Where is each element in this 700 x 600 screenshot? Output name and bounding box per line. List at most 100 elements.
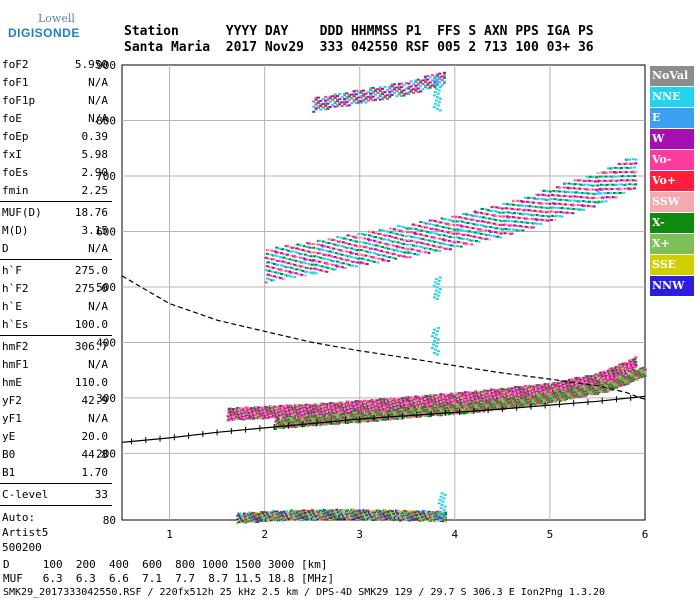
es-echo — [297, 514, 301, 516]
third-hop-echo — [426, 83, 430, 86]
multihop-echo — [421, 225, 425, 228]
o-trace-echo — [621, 365, 625, 368]
o-trace-echo — [348, 405, 352, 408]
multihop-echo — [592, 184, 596, 187]
o-trace-echo — [426, 395, 430, 398]
multihop-echo — [549, 219, 553, 221]
o-trace-echo — [392, 397, 396, 400]
es-echo — [295, 511, 299, 514]
third-hop-echo — [378, 98, 382, 101]
multihop-echo — [508, 228, 512, 231]
o-trace-echo — [304, 408, 308, 411]
multihop-echo — [332, 247, 336, 250]
x-trace-echo — [460, 406, 464, 408]
multihop-echo — [453, 232, 457, 235]
param-row: B1 1.70 — [2, 464, 108, 481]
es-echo — [289, 517, 293, 519]
o-trace-echo — [378, 399, 382, 402]
x-trace-echo — [389, 417, 393, 420]
multihop-echo — [527, 196, 531, 199]
o-trace-echo — [459, 398, 462, 401]
multihop-echo — [431, 240, 434, 243]
third-hop-echo — [428, 86, 432, 89]
x-trace-echo — [293, 420, 297, 423]
third-hop-echo — [390, 88, 394, 91]
x-trace-echo — [581, 391, 585, 394]
third-hop-echo — [397, 84, 401, 87]
multihop-echo — [286, 266, 289, 268]
multihop-echo — [364, 254, 368, 257]
multihop-echo — [351, 264, 355, 267]
third-hop-echo — [428, 76, 432, 79]
multihop-echo — [516, 212, 520, 215]
es-echo — [287, 511, 291, 514]
multihop-echo — [540, 206, 544, 209]
multihop-echo — [295, 268, 299, 271]
multihop-echo — [464, 229, 468, 232]
o-trace-echo — [255, 409, 259, 412]
multihop-echo — [332, 259, 336, 262]
o-trace-echo — [239, 418, 243, 421]
o-trace-echo — [434, 395, 438, 398]
third-hop-echo — [352, 91, 356, 94]
x-trace-echo — [503, 404, 507, 407]
third-hop-echo — [319, 108, 323, 111]
multihop-echo — [316, 243, 320, 246]
o-trace-echo — [447, 400, 451, 402]
x-trace-echo — [545, 394, 549, 397]
multihop-echo — [570, 207, 574, 210]
multihop-echo — [327, 254, 331, 257]
multihop-echo — [338, 240, 342, 243]
o-trace-echo — [518, 386, 522, 389]
multihop-echo — [563, 198, 566, 201]
o-trace-echo — [440, 397, 443, 400]
x-trace-echo — [342, 421, 346, 424]
multihop-echo — [446, 222, 450, 225]
third-hop-echo — [378, 88, 382, 91]
multihop-echo — [407, 239, 411, 242]
multihop-echo — [505, 203, 509, 206]
multihop-echo — [391, 232, 395, 235]
o-trace-echo — [571, 386, 574, 389]
multihop-echo — [470, 243, 474, 246]
o-trace-echo — [415, 401, 419, 404]
param-value: 100.0 — [74, 318, 108, 331]
x-trace-echo — [400, 417, 404, 420]
es-echo — [261, 516, 265, 519]
multihop-echo — [365, 250, 369, 253]
o-trace-echo — [386, 401, 390, 404]
x-trace-echo — [488, 408, 492, 410]
third-hop-echo — [385, 89, 389, 92]
multihop-echo — [510, 232, 514, 235]
x-trace-echo — [384, 412, 388, 415]
third-hop-echo — [369, 88, 373, 91]
multihop-echo — [448, 235, 452, 238]
x-tick-label: 2 — [261, 528, 268, 541]
o-trace-echo — [250, 411, 254, 414]
multihop-echo — [281, 260, 285, 263]
o-trace-echo — [271, 416, 274, 419]
o-trace-echo — [543, 387, 547, 390]
third-hop-echo — [364, 101, 368, 104]
multihop-echo — [511, 216, 515, 219]
o-trace-echo — [316, 408, 320, 411]
x-trace-echo — [385, 417, 389, 420]
x-trace-echo — [295, 421, 299, 424]
multihop-echo — [391, 244, 395, 247]
multihop-echo — [296, 252, 300, 255]
param-value: 110.0 — [74, 376, 108, 389]
x-trace-echo — [596, 386, 600, 389]
o-trace-echo — [566, 380, 570, 383]
x-trace-echo — [564, 391, 568, 394]
x-trace-echo — [502, 401, 506, 404]
es-echo — [256, 520, 260, 523]
x-trace-echo — [376, 413, 379, 416]
o-trace-echo — [575, 376, 579, 379]
o-trace-echo — [565, 386, 569, 389]
multihop-echo — [523, 221, 527, 224]
multihop-echo — [577, 204, 581, 207]
x-trace-echo — [452, 413, 456, 416]
x-trace-echo — [590, 385, 594, 388]
third-hop-echo — [352, 90, 356, 93]
o-trace-echo — [402, 404, 405, 407]
